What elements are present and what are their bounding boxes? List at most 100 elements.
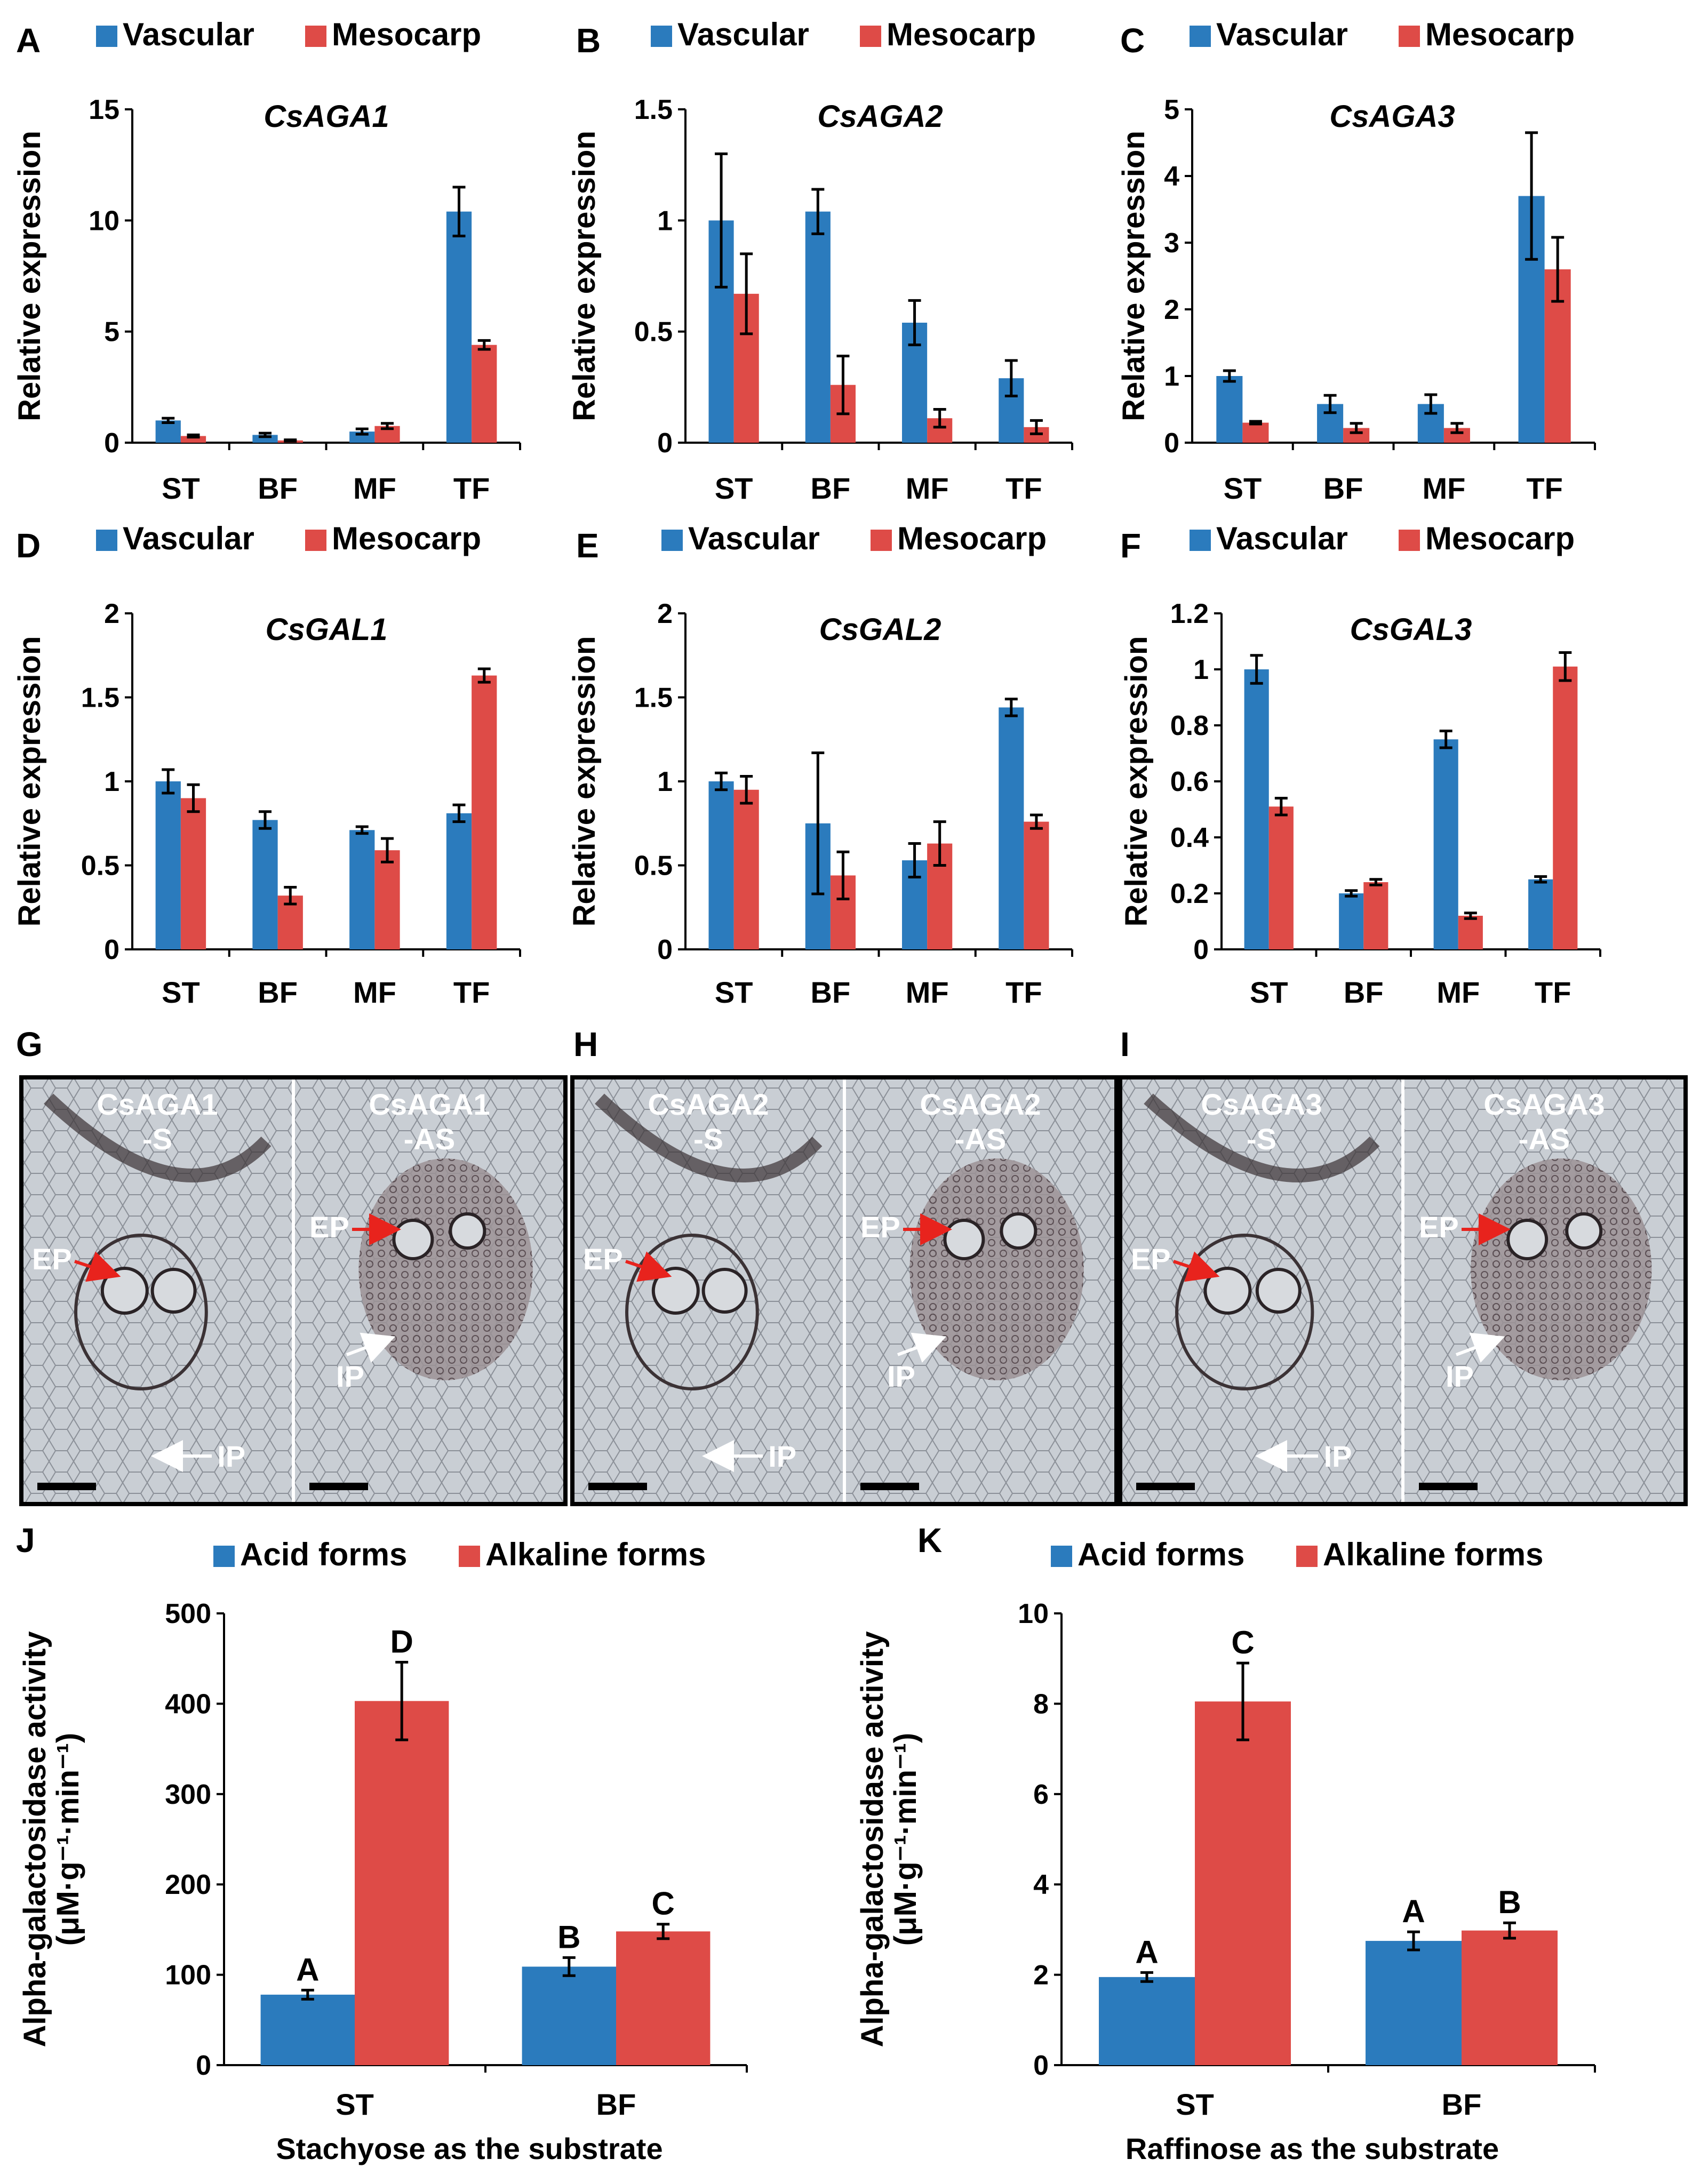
legend-swatch-vascular [661,530,683,551]
y-tick-label: 0.5 [634,851,673,882]
x-category-label: ST [715,471,753,505]
xylem-vessel [1255,1268,1302,1314]
xylem-vessel [651,1267,700,1315]
ip-arrow [897,1332,947,1363]
bar-vascular [1528,879,1553,949]
y-tick-label: 0.5 [81,851,119,882]
y-tick-label: 0 [657,428,673,459]
bar-vascular [1433,739,1458,949]
y-tick-label: 10 [1018,1598,1049,1629]
y-tick-label: 0 [196,2050,211,2081]
x-category-label: BF [811,471,851,505]
panel-label-a: A [16,21,41,60]
bar-acid-forms [522,1966,616,2065]
y-tick-label: 8 [1033,1689,1049,1720]
y-tick-label: 2 [104,598,119,629]
y-axis-label: Relative expression [1119,636,1154,927]
x-category-label: BF [1442,2088,1482,2121]
xylem-vessel [1000,1212,1037,1250]
legend-label-mesocarp: Mesocarp [332,521,481,556]
y-tick-label: 200 [165,1869,211,1900]
bar-mesocarp [1363,882,1388,949]
y-axis-unit: (μM·g⁻¹·min⁻¹) [888,1733,923,1946]
significance-letter: D [390,1624,413,1659]
x-category-label: TF [1535,975,1571,1009]
ep-label: EP [583,1242,623,1276]
chart-panel-j: J Acid forms Alkaline forms 0 100 200 300 400 50… [16,1521,748,2165]
legend-label-vascular: Vascular [123,521,254,556]
ep-arrow [74,1251,121,1282]
scale-bar [37,1483,96,1490]
y-tick-label: 1 [104,766,119,797]
legend-swatch-mesocarp [1399,530,1420,551]
panel-label-i: I [1120,1025,1130,1063]
bar-vascular [155,420,181,443]
legend-swatch-vascular [1190,26,1211,47]
y-tick-label: 100 [165,1960,211,1991]
bar-mesocarp [374,850,400,949]
chart-title: CsAGA2 [817,99,943,134]
panel-label-h: H [573,1025,598,1063]
y-tick-label: 10 [89,205,119,236]
xylem-vessel [392,1219,434,1260]
x-category-label: BF [596,2088,636,2121]
x-category-label: BF [1344,975,1384,1009]
ip-arrow [346,1332,396,1363]
ep-label: EP [860,1210,900,1244]
bar-alkaline-forms [1462,1930,1558,2065]
x-category-label: TF [1005,975,1042,1009]
y-tick-label: 1 [657,766,673,797]
y-tick-label: 1.2 [1170,598,1209,629]
micrograph-label-left: CsAGA3 [1201,1088,1322,1121]
y-tick-label: 4 [1033,1869,1049,1900]
chart-title: CsGAL3 [1350,612,1472,647]
y-axis-label: Relative expression [12,636,47,927]
micrograph-label-right: -AS [404,1122,455,1156]
y-axis-label: Relative expression [1116,131,1151,421]
y-axis-label: Alpha-galactosidase activity [855,1631,890,2047]
legend-swatch-vascular [96,530,117,551]
y-tick-label: 400 [165,1689,211,1720]
bar-mesocarp [180,798,206,949]
y-tick-label: 15 [89,94,119,125]
bar-acid-forms [260,1994,355,2065]
significance-letter: A [1135,1934,1158,1970]
ep-label: EP [1131,1242,1171,1276]
x-category-label: ST [715,975,753,1009]
legend-label-mesocarp: Mesocarp [1425,521,1575,556]
panel-label-k: K [917,1521,942,1560]
x-category-label: MF [906,975,949,1009]
micrograph-frame [19,1075,568,1506]
legend-swatch-mesocarp [860,26,881,47]
y-tick-label: 6 [1033,1779,1049,1810]
significance-letter: A [296,1952,319,1987]
xylem-vessel [150,1268,197,1314]
xylem-vessel [100,1267,149,1315]
legend-label-alkaline: Alkaline forms [485,1537,706,1572]
y-tick-label: 0 [657,934,673,965]
y-axis-label: Relative expression [567,131,602,421]
stained-tissue [909,1158,1084,1380]
micrograph-label-right: CsAGA2 [920,1088,1041,1121]
chart-title: CsAGA3 [1329,99,1455,134]
x-category-label: ST [162,471,200,505]
legend-label-alkaline: Alkaline forms [1323,1537,1543,1572]
significance-letter: C [652,1886,675,1922]
ip-label: IP [217,1440,245,1473]
x-category-label: MF [353,975,396,1009]
y-axis-label: Relative expression [12,131,47,421]
y-tick-label: 0 [104,934,119,965]
significance-letter: C [1231,1625,1254,1660]
bar-alkaline-forms [355,1701,449,2065]
chart-panel-b: B Vascular Mesocarp CsAGA2 0 0.5 1 1.5 Relative … [567,17,1073,505]
x-category-label: ST [162,975,200,1009]
bar-vascular [446,813,472,949]
legend-swatch-vascular [1190,530,1211,551]
x-category-label: BF [1323,471,1363,505]
vascular-bundle [1175,1234,1314,1390]
y-tick-label: 2 [1164,294,1179,325]
chart-title: CsGAL2 [819,612,941,647]
micrograph-frame [1118,1075,1688,1506]
x-category-label: BF [258,975,298,1009]
